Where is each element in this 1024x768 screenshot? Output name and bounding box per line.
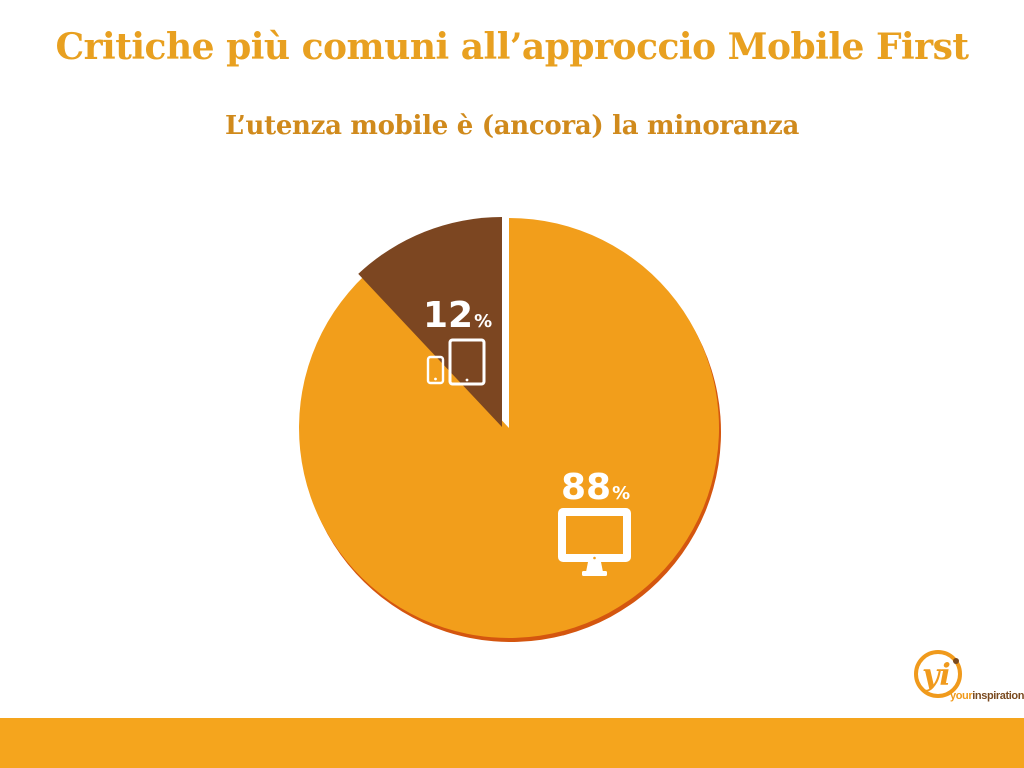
phone-tablet-icon xyxy=(426,338,486,386)
logo-wordmark: yourinspiration xyxy=(950,690,1024,702)
mobile-percent-value: 12 xyxy=(423,295,473,336)
logo-text-inspiration: inspiration xyxy=(972,690,1024,702)
slide-subtitle: L’utenza mobile è (ancora) la minoranza xyxy=(225,111,799,141)
phone-icon xyxy=(426,355,445,385)
slide-title: Critiche più comuni all’approccio Mobile… xyxy=(55,26,969,68)
pie-slice-mobile xyxy=(358,217,502,427)
desktop-percent-unit: % xyxy=(612,483,630,504)
logo-monogram: yi xyxy=(921,658,951,693)
yi-logo: yi xyxy=(914,650,962,698)
mobile-percent-unit: % xyxy=(474,311,492,332)
desktop-monitor-icon xyxy=(558,508,631,576)
tablet-icon xyxy=(448,338,486,386)
pie-slice-desktop xyxy=(299,218,720,638)
desktop-percent-label: 88% xyxy=(561,467,630,508)
desktop-percent-value: 88 xyxy=(561,467,611,508)
mobile-percent-label: 12% xyxy=(423,295,492,336)
footer-bar xyxy=(0,718,1024,768)
logo-text-your: your xyxy=(950,690,973,702)
